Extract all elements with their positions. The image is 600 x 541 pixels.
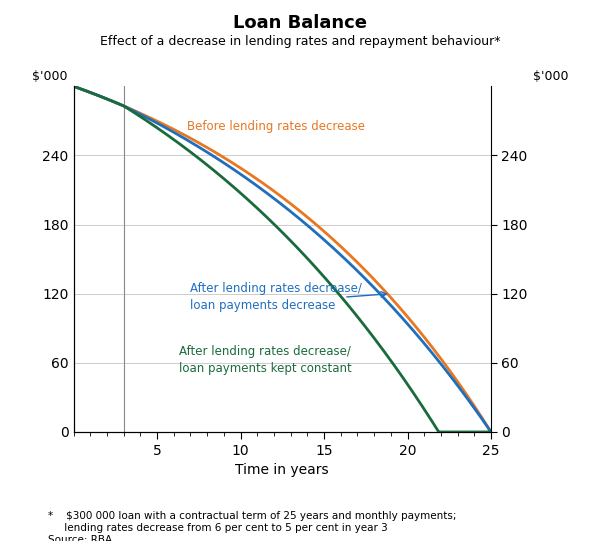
Text: $'000: $'000 (32, 70, 67, 83)
Text: $'000: $'000 (533, 70, 568, 83)
Text: Source: RBA: Source: RBA (48, 535, 112, 541)
Text: Before lending rates decrease: Before lending rates decrease (187, 120, 365, 133)
Text: lending rates decrease from 6 per cent to 5 per cent in year 3: lending rates decrease from 6 per cent t… (48, 523, 388, 533)
Text: Effect of a decrease in lending rates and repayment behaviour*: Effect of a decrease in lending rates an… (100, 35, 500, 48)
Text: After lending rates decrease/
loan payments kept constant: After lending rates decrease/ loan payme… (179, 345, 352, 375)
Text: After lending rates decrease/
loan payments decrease: After lending rates decrease/ loan payme… (190, 282, 362, 312)
X-axis label: Time in years: Time in years (235, 463, 329, 477)
Text: Loan Balance: Loan Balance (233, 14, 367, 31)
Text: *    $300 000 loan with a contractual term of 25 years and monthly payments;: * $300 000 loan with a contractual term … (48, 511, 457, 521)
